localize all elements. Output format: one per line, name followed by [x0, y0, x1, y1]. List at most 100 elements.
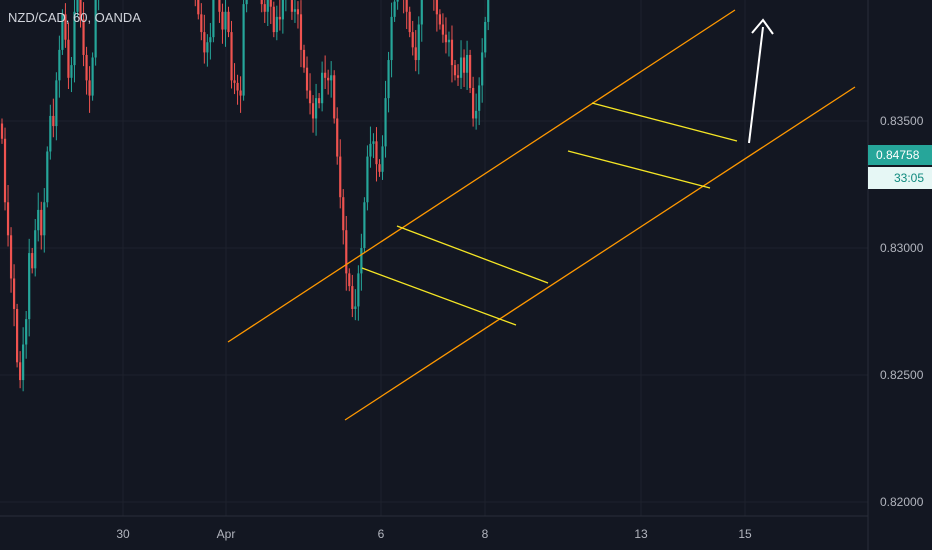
candle-body[interactable]: [456, 75, 460, 78]
candle-body[interactable]: [318, 98, 321, 104]
projection-arrow-head[interactable]: [751, 18, 774, 35]
candle-body[interactable]: [478, 85, 481, 111]
time-axis[interactable]: 30 Apr 6 8 13 15: [116, 527, 752, 541]
candle-body[interactable]: [266, 0, 269, 12]
candle-body[interactable]: [465, 54, 469, 73]
candle-body[interactable]: [12, 278, 16, 309]
price-axis[interactable]: 0.855000.850000.845000.840000.835000.830…: [880, 0, 924, 509]
candle-body[interactable]: [333, 75, 336, 119]
candle-body[interactable]: [293, 9, 297, 12]
candle-body[interactable]: [239, 90, 242, 96]
candle-body[interactable]: [390, 16, 393, 61]
flag1-lower-line[interactable]: [361, 267, 517, 326]
candle-body[interactable]: [336, 118, 339, 157]
candle-body[interactable]: [469, 54, 472, 88]
candle-body[interactable]: [43, 202, 46, 236]
candle-body[interactable]: [275, 16, 278, 33]
candle-body[interactable]: [360, 248, 363, 274]
candle-body[interactable]: [230, 32, 233, 81]
candle-body[interactable]: [19, 362, 22, 381]
candle-body[interactable]: [369, 143, 372, 157]
candle-body[interactable]: [290, 0, 294, 12]
candle-body[interactable]: [73, 11, 76, 66]
candle-body[interactable]: [52, 115, 55, 127]
candle-body[interactable]: [330, 75, 333, 81]
candle-body[interactable]: [354, 306, 357, 309]
candle-body[interactable]: [55, 80, 58, 127]
candle-body[interactable]: [381, 146, 384, 172]
candle-body[interactable]: [393, 1, 396, 17]
candle-body[interactable]: [242, 4, 245, 96]
candle-body[interactable]: [88, 80, 91, 96]
candle-body[interactable]: [366, 156, 369, 203]
candle-body[interactable]: [484, 21, 487, 53]
candle-body[interactable]: [417, 24, 420, 61]
candles[interactable]: [0, 0, 686, 392]
candle-body[interactable]: [200, 14, 203, 33]
candle-body[interactable]: [37, 209, 40, 231]
candle-body[interactable]: [34, 230, 37, 269]
channel-upper-line[interactable]: [227, 9, 736, 343]
candle-body[interactable]: [3, 138, 7, 203]
candle-body[interactable]: [348, 273, 351, 287]
candle-body[interactable]: [308, 90, 312, 104]
candle-body[interactable]: [233, 80, 236, 83]
candle-body[interactable]: [351, 286, 354, 309]
projection-arrow-shaft[interactable]: [748, 26, 764, 144]
candle-body[interactable]: [281, 0, 284, 20]
candle-body[interactable]: [314, 98, 318, 119]
candle-body[interactable]: [450, 39, 454, 66]
candle-body[interactable]: [218, 0, 221, 12]
candle-body[interactable]: [16, 308, 19, 363]
candle-body[interactable]: [299, 14, 303, 50]
candle-body[interactable]: [311, 103, 315, 119]
drawings[interactable]: [227, 9, 856, 421]
candle-body[interactable]: [79, 0, 82, 20]
candle-body[interactable]: [6, 202, 10, 236]
candle-body[interactable]: [25, 319, 28, 345]
candle-body[interactable]: [487, 0, 490, 22]
candle-body[interactable]: [269, 0, 272, 7]
candle-body[interactable]: [272, 6, 275, 33]
candle-body[interactable]: [414, 47, 417, 61]
candle-body[interactable]: [441, 24, 445, 35]
candle-body[interactable]: [472, 87, 475, 119]
candle-body[interactable]: [453, 65, 457, 76]
candle-body[interactable]: [411, 32, 414, 48]
candle-body[interactable]: [375, 141, 378, 165]
candle-body[interactable]: [221, 11, 224, 30]
candle-body[interactable]: [278, 16, 281, 20]
candle-body[interactable]: [91, 57, 94, 96]
candle-body[interactable]: [378, 164, 381, 172]
candle-body[interactable]: [296, 9, 300, 15]
candle-body[interactable]: [387, 60, 390, 99]
flag2-upper-line[interactable]: [591, 102, 738, 142]
candle-body[interactable]: [302, 49, 306, 68]
candle-body[interactable]: [82, 19, 85, 55]
candle-body[interactable]: [444, 34, 448, 43]
candle-body[interactable]: [345, 230, 348, 274]
candle-body[interactable]: [396, 0, 399, 2]
candle-body[interactable]: [263, 4, 266, 12]
candle-body[interactable]: [327, 77, 330, 81]
candle-body[interactable]: [357, 273, 360, 307]
flag1-upper-line[interactable]: [396, 225, 549, 284]
candle-body[interactable]: [64, 14, 67, 40]
candle-body[interactable]: [260, 0, 263, 5]
candle-body[interactable]: [206, 42, 209, 53]
candle-body[interactable]: [85, 54, 88, 81]
candle-body[interactable]: [209, 37, 212, 43]
candle-body[interactable]: [76, 0, 79, 12]
candle-body[interactable]: [475, 110, 478, 119]
candle-body[interactable]: [384, 98, 387, 147]
candle-body[interactable]: [408, 11, 411, 33]
candle-body[interactable]: [420, 0, 423, 25]
candle-body[interactable]: [22, 344, 25, 381]
candle-body[interactable]: [339, 156, 342, 198]
candle-body[interactable]: [321, 72, 324, 104]
candle-body[interactable]: [197, 0, 200, 15]
candle-body[interactable]: [58, 49, 61, 81]
candle-body[interactable]: [438, 14, 441, 25]
channel-lower-line[interactable]: [344, 86, 856, 421]
candle-body[interactable]: [245, 0, 248, 5]
